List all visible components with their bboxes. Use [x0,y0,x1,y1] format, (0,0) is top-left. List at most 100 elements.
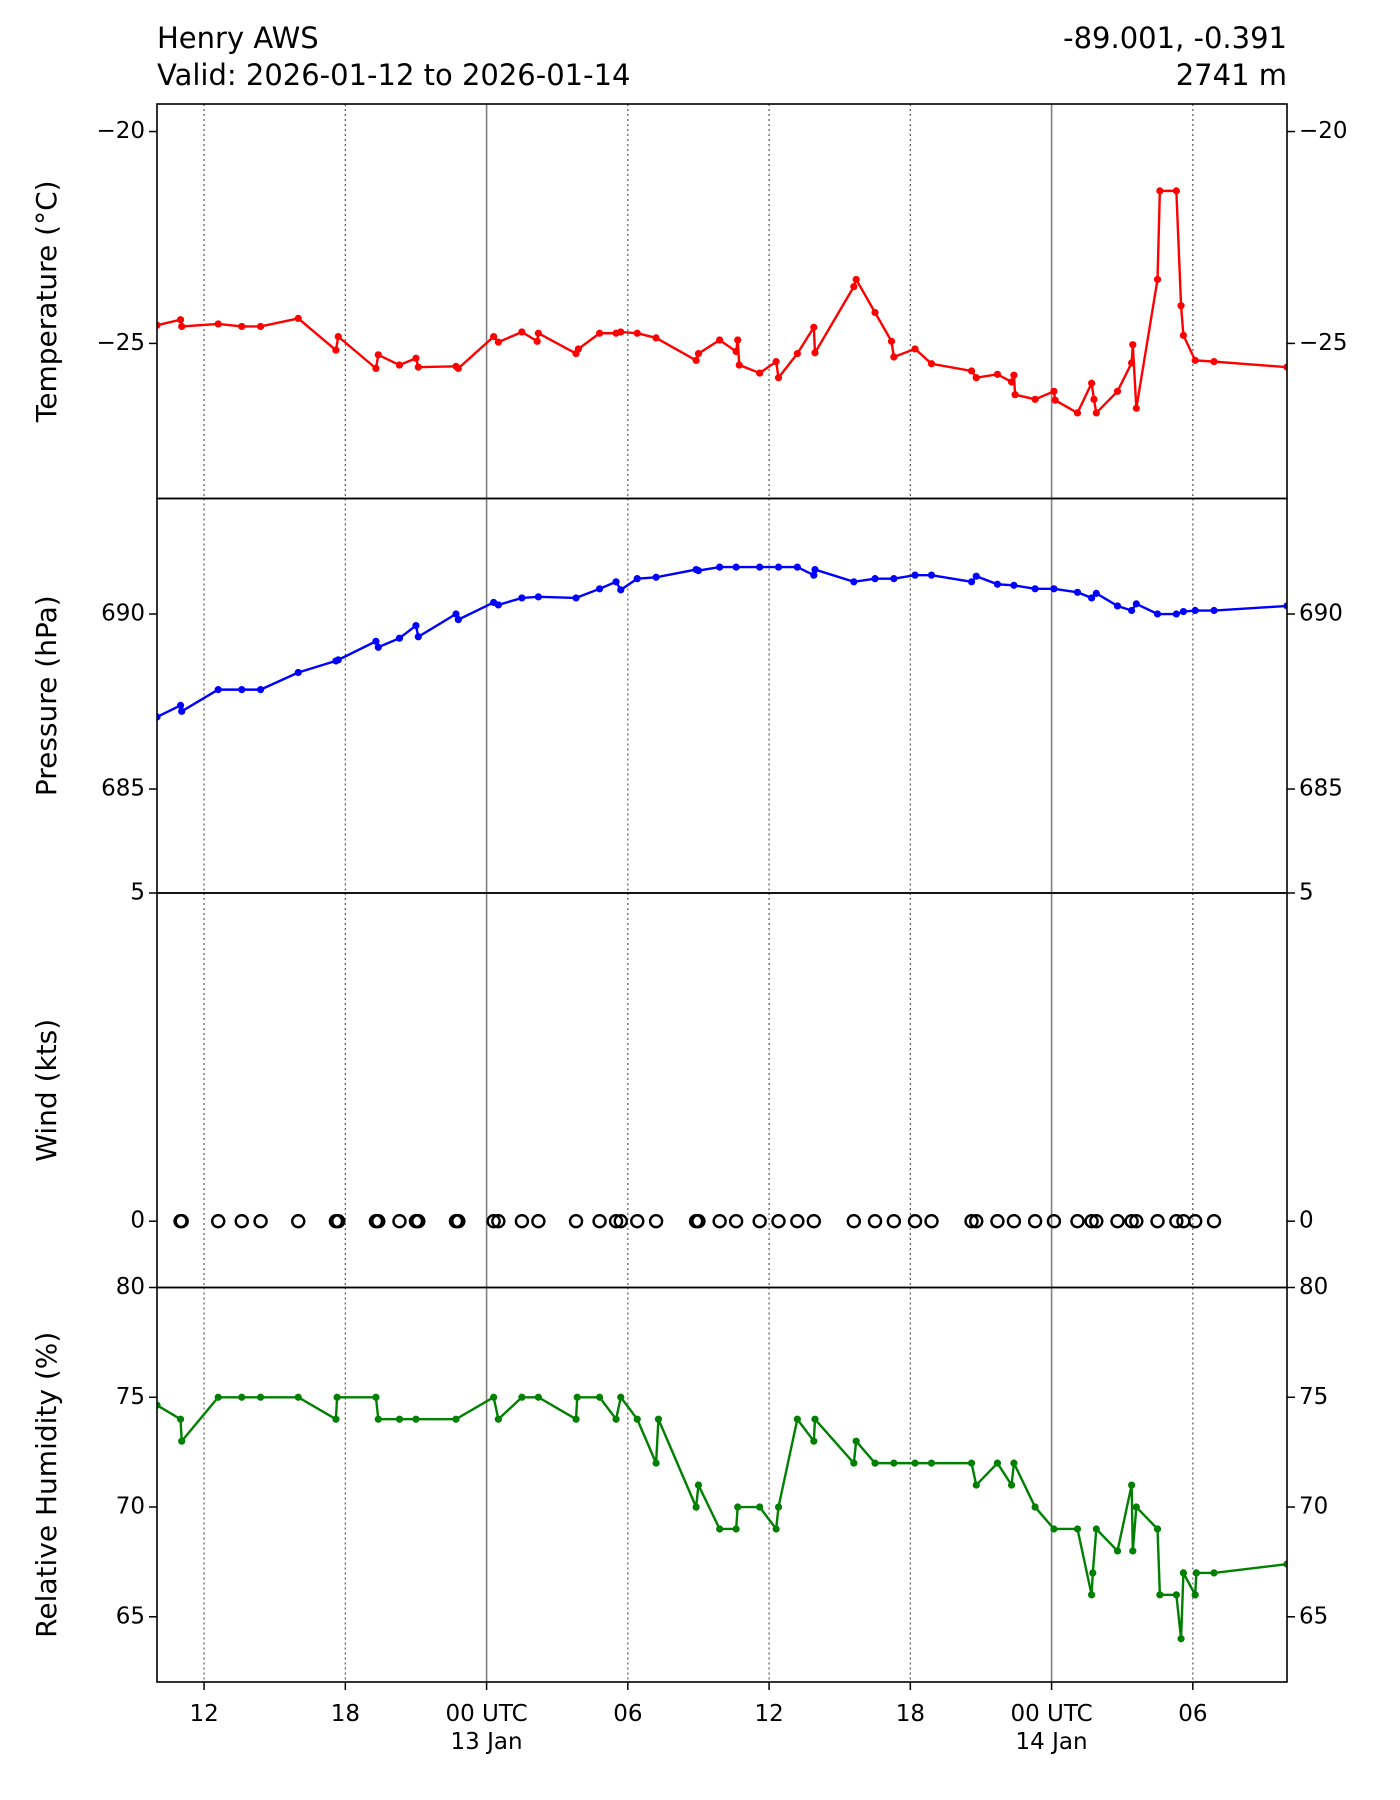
point [454,364,462,373]
point [633,575,641,583]
point [1006,1214,1022,1229]
y-tick-label: 80 [116,1274,145,1300]
y-tick-label: 690 [101,601,145,627]
y-tick-label: 65 [116,1603,145,1629]
elevation: 2741 m [1176,58,1287,92]
chart-subtitle: Valid: 2026-01-12 to 2026-01-14 [157,58,631,92]
point [1027,1214,1043,1229]
point [178,1437,186,1445]
point [1206,1214,1222,1229]
point [372,364,380,373]
point [1179,331,1188,339]
x-tick-label: 06 [613,1701,643,1727]
point [494,601,502,609]
point [1084,1214,1099,1229]
point [1073,1525,1082,1533]
point [176,316,185,324]
y-tick-label-right: 685 [1299,776,1343,802]
y-tick-label-right: −25 [1299,330,1348,356]
point [793,1415,801,1423]
point [291,1214,306,1229]
point [654,1415,663,1423]
panel-frame [156,497,1288,894]
y-tick-label-right: 70 [1299,1494,1328,1520]
x-tick-label: 12 [189,1701,219,1727]
point [890,353,898,361]
point [1007,378,1016,386]
series [173,1214,1222,1229]
point [887,337,896,345]
point [518,1393,526,1401]
point [1010,1459,1018,1467]
point [756,369,764,377]
point [534,1393,542,1401]
point [490,1393,498,1401]
point [617,328,625,336]
point [1210,606,1218,615]
point [871,308,879,317]
point [214,1393,222,1401]
point [927,1459,936,1467]
point [1073,409,1082,417]
point [1191,606,1199,615]
point [157,321,161,329]
point [1073,588,1082,596]
y-tick-label: 70 [116,1494,145,1520]
point [871,1459,879,1467]
point [810,323,818,331]
point [238,322,246,331]
point [1283,363,1287,371]
point [392,1214,407,1229]
point [157,713,161,721]
point [752,1214,767,1229]
point [648,1214,664,1229]
point [372,1393,380,1401]
point [214,320,222,328]
point [967,578,976,586]
line [157,1394,1287,1639]
point [1092,1525,1100,1533]
point [253,1214,268,1229]
point [1150,1214,1165,1229]
point [595,329,604,337]
point [1113,602,1122,610]
point [176,701,185,709]
point [1129,341,1137,349]
point [756,563,764,571]
point [1124,1214,1139,1229]
point [234,1214,249,1229]
point [691,1214,706,1229]
point [1046,1214,1062,1229]
point [734,1503,742,1511]
point [211,1214,226,1229]
point [1179,1569,1188,1577]
point [694,567,703,575]
point [871,575,879,583]
y-tick-label: 5 [130,880,145,906]
point [256,1393,265,1401]
point [1110,1214,1125,1229]
point [374,351,382,359]
point [927,360,936,368]
point [1191,356,1199,364]
point [334,333,342,341]
y-tick-label-right: −20 [1299,118,1348,144]
y-tick-label-right: 0 [1299,1208,1314,1234]
point [972,1481,980,1489]
point [1187,1214,1203,1229]
point [374,643,382,651]
point [927,571,936,579]
point [1128,606,1136,615]
point [1090,395,1098,403]
point [573,1393,581,1401]
y-axis-label: Temperature (°C) [30,180,63,423]
point [969,1214,984,1229]
point [294,1393,302,1401]
point [1191,1591,1199,1599]
point [157,1401,161,1409]
point [333,1393,341,1401]
point [617,1393,625,1401]
point [890,1459,898,1467]
point [372,637,380,645]
